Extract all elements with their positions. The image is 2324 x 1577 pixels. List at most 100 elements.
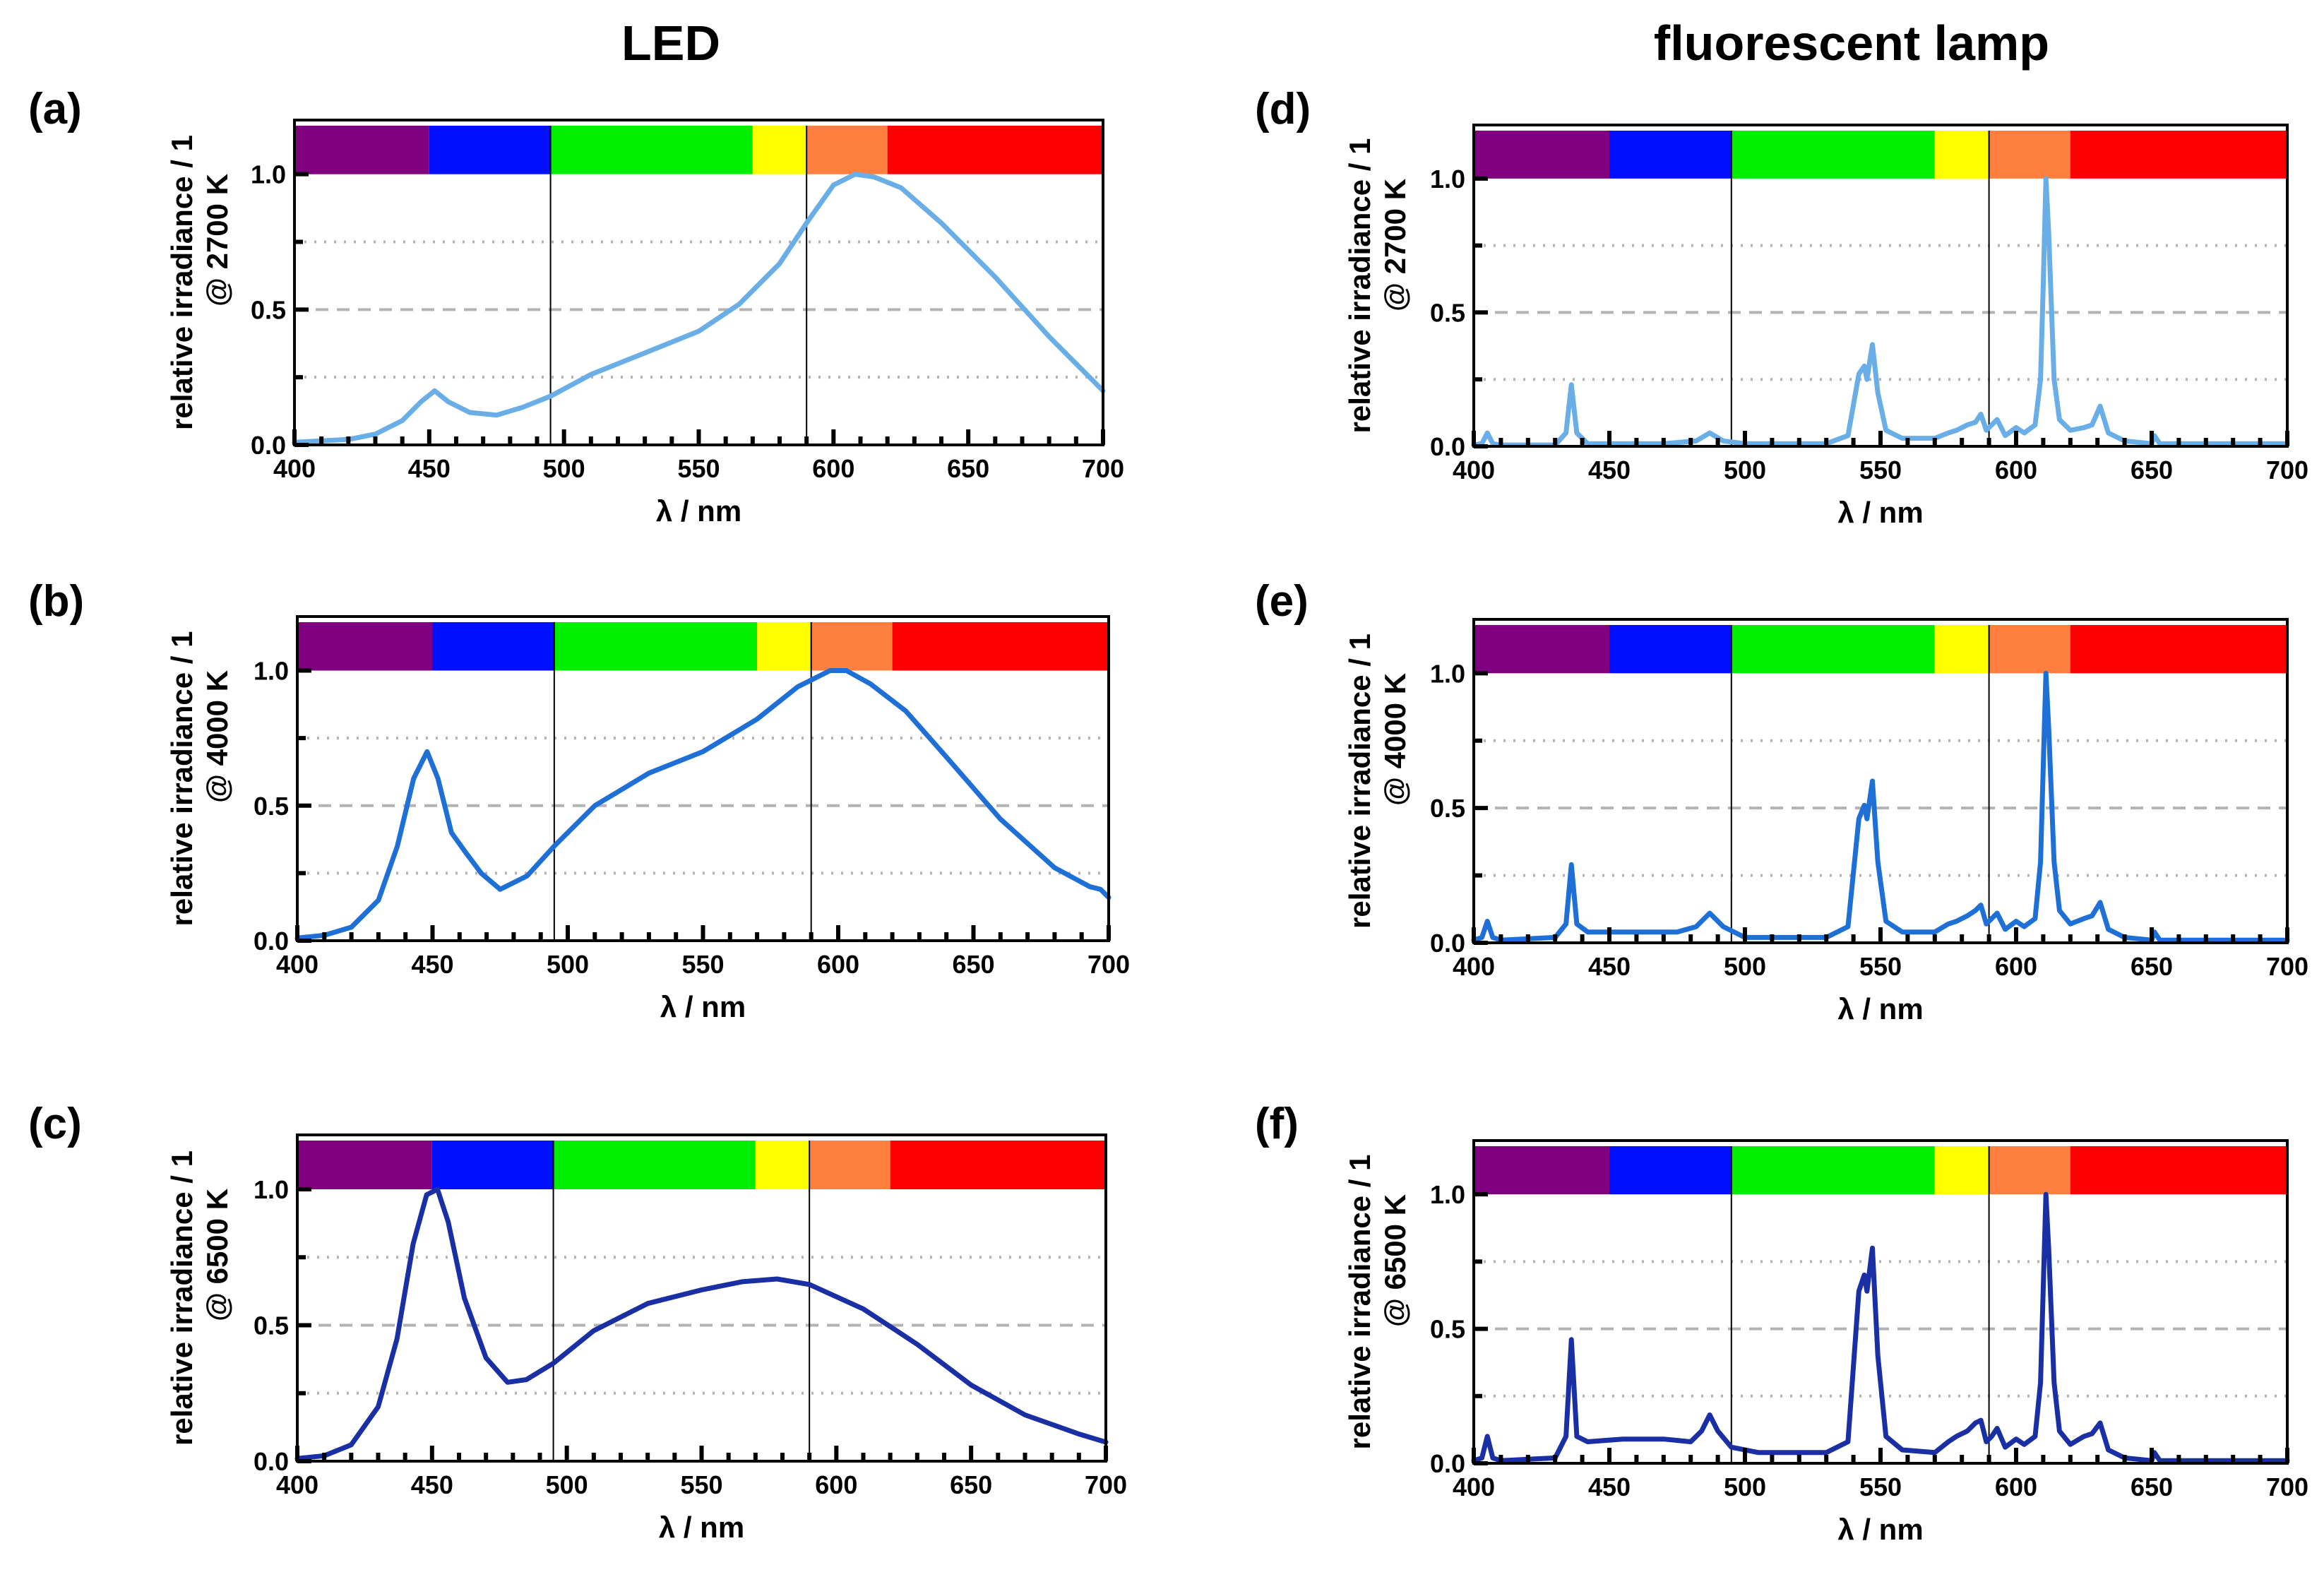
color-band-6 — [887, 126, 1103, 174]
color-band-5 — [806, 126, 888, 174]
panel-f: 400 450 500 550 600 650 700 0.0 0.5 1.0 λ / nm rela… — [1255, 1100, 2308, 1546]
color-band-6 — [2070, 625, 2287, 674]
color-band-6 — [892, 622, 1109, 671]
panel-b: 400 450 500 550 600 650 700 0.0 0.5 1.0 λ / nm rela… — [28, 577, 1130, 1023]
x-tick-label: 700 — [1082, 454, 1124, 483]
x-tick-label: 450 — [411, 950, 453, 979]
color-band-2 — [1609, 625, 1732, 674]
x-tick-label: 500 — [1724, 952, 1766, 981]
x-tick-label: 550 — [1859, 1472, 1902, 1501]
y-axis-sublabel: @ 2700 K — [201, 174, 234, 307]
y-axis-label: relative irradiance / 1 — [1343, 633, 1376, 929]
x-tick-label: 500 — [546, 1470, 588, 1499]
color-band-3 — [1731, 1146, 1935, 1195]
y-tick-label: 1.0 — [254, 657, 289, 686]
color-band-1 — [1474, 131, 1609, 179]
x-tick-label: 400 — [276, 950, 318, 979]
x-tick-label: 500 — [547, 950, 589, 979]
color-band-3 — [1731, 625, 1935, 674]
panel-label: (a) — [28, 85, 82, 133]
x-tick-label: 450 — [408, 454, 451, 483]
y-axis-sublabel: @ 6500 K — [201, 1189, 234, 1321]
color-band-2 — [431, 1141, 554, 1189]
x-axis-label: λ / nm — [660, 990, 746, 1023]
color-band-3 — [553, 1141, 756, 1189]
color-band-5 — [1989, 625, 2070, 674]
x-axis-label: λ / nm — [1837, 992, 1923, 1025]
x-axis-label: λ / nm — [659, 1511, 744, 1544]
x-tick-label: 550 — [1859, 952, 1902, 981]
color-band-3 — [1731, 131, 1935, 179]
y-tick-label: 0.0 — [251, 431, 286, 460]
panels: 400 450 500 550 600 650 700 0.0 0.5 1.0 λ / nm rela… — [28, 85, 2308, 1546]
panel-label: (d) — [1255, 85, 1311, 133]
color-band-2 — [432, 622, 554, 671]
color-band-1 — [1474, 1146, 1609, 1195]
color-band-3 — [554, 622, 758, 671]
color-band-2 — [1609, 1146, 1732, 1195]
panel-label: (c) — [28, 1100, 82, 1148]
x-tick-label: 550 — [677, 454, 720, 483]
y-axis-sublabel: @ 4000 K — [1378, 673, 1412, 806]
y-axis-sublabel: @ 4000 K — [201, 670, 234, 803]
series-line-d — [1471, 176, 2290, 448]
x-tick-label: 650 — [952, 950, 994, 979]
y-tick-label: 0.5 — [251, 295, 286, 324]
panel-label: (f) — [1255, 1100, 1299, 1148]
color-band-4 — [757, 622, 811, 671]
x-tick-label: 700 — [2266, 952, 2308, 981]
x-tick-label: 500 — [543, 454, 585, 483]
color-band-2 — [1609, 131, 1732, 179]
color-band-1 — [1474, 625, 1609, 674]
y-tick-label: 0.5 — [1430, 1315, 1465, 1344]
x-tick-label: 600 — [1995, 952, 2037, 981]
x-tick-label: 650 — [947, 454, 989, 483]
panel-d: 400 450 500 550 600 650 700 0.0 0.5 1.0 λ / nm rela… — [1255, 85, 2308, 529]
y-tick-label: 1.0 — [1430, 659, 1465, 688]
color-band-4 — [755, 1141, 810, 1189]
x-tick-label: 700 — [1087, 950, 1130, 979]
panel-label: (e) — [1255, 577, 1309, 626]
y-axis-sublabel: @ 6500 K — [1378, 1194, 1412, 1327]
y-tick-label: 0.0 — [254, 927, 289, 956]
color-band-1 — [297, 622, 433, 671]
x-tick-label: 450 — [411, 1470, 453, 1499]
x-tick-label: 550 — [680, 1470, 722, 1499]
y-axis-label: relative irradiance / 1 — [165, 1150, 198, 1446]
x-tick-label: 400 — [273, 454, 316, 483]
color-band-1 — [297, 1141, 432, 1189]
x-axis-label: λ / nm — [1837, 496, 1923, 529]
color-band-5 — [809, 1141, 890, 1189]
y-tick-label: 0.5 — [1430, 298, 1465, 327]
y-tick-label: 0.0 — [1430, 1449, 1465, 1478]
x-tick-label: 500 — [1724, 456, 1766, 484]
color-band-5 — [811, 622, 893, 671]
color-band-4 — [1934, 131, 1989, 179]
series-line-a — [292, 172, 1106, 445]
series-line-b — [294, 668, 1112, 941]
y-tick-label: 1.0 — [251, 160, 286, 189]
y-tick-label: 0.5 — [254, 792, 289, 821]
y-tick-label: 0.5 — [254, 1311, 289, 1340]
x-tick-label: 400 — [1453, 1472, 1495, 1501]
x-tick-label: 700 — [2266, 1472, 2308, 1501]
x-tick-label: 400 — [1453, 952, 1495, 981]
y-tick-label: 0.5 — [1430, 794, 1465, 823]
x-tick-label: 600 — [1995, 456, 2037, 484]
color-band-3 — [550, 126, 753, 174]
x-tick-label: 700 — [1085, 1470, 1127, 1499]
color-band-4 — [1934, 625, 1989, 674]
x-tick-label: 650 — [2131, 1472, 2173, 1501]
y-axis-label: relative irradiance / 1 — [165, 631, 198, 927]
y-tick-label: 1.0 — [1430, 165, 1465, 194]
color-band-6 — [2070, 1146, 2287, 1195]
color-band-2 — [429, 126, 551, 174]
color-band-5 — [1989, 131, 2070, 179]
x-tick-label: 650 — [2131, 456, 2173, 484]
series-line-f — [1471, 1191, 2290, 1463]
y-tick-label: 0.0 — [1430, 432, 1465, 461]
color-band-4 — [752, 126, 807, 174]
y-tick-label: 1.0 — [254, 1175, 289, 1204]
x-axis-label: λ / nm — [1837, 1513, 1923, 1546]
